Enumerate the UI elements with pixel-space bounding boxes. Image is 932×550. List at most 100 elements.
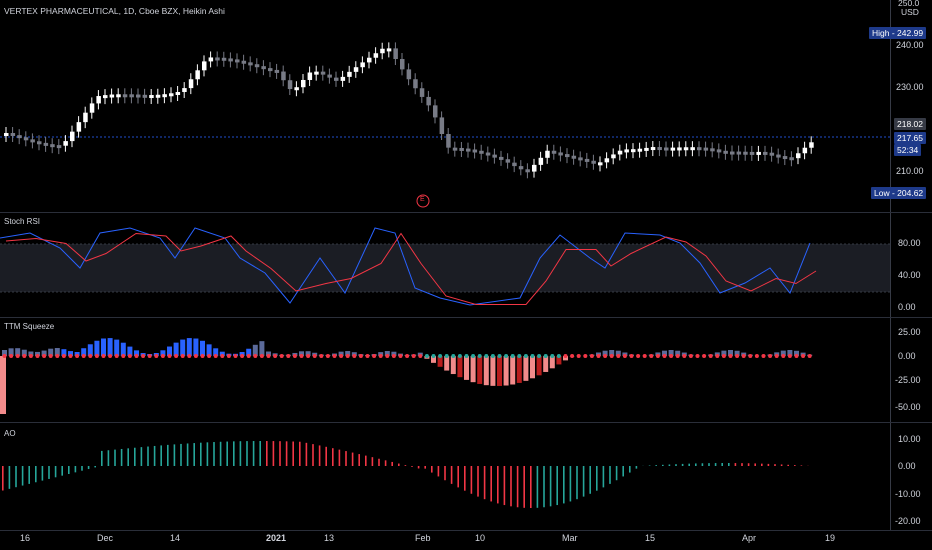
corner-tick: 250.0	[898, 0, 920, 8]
candle	[406, 63, 412, 86]
ao-bar	[28, 466, 30, 484]
ttm-dot	[556, 354, 561, 358]
ttm-bar	[186, 338, 192, 356]
ttm-dot	[391, 354, 396, 358]
stoch-k-line	[0, 227, 811, 306]
ttm-squeeze-pane[interactable]: TTM Squeeze	[0, 318, 890, 422]
ao-bar	[569, 466, 572, 502]
ao-bar	[483, 466, 486, 500]
price-pane[interactable]: E	[0, 0, 890, 212]
ao-bar	[404, 465, 407, 466]
candle	[182, 82, 187, 99]
ao-bar	[734, 463, 737, 466]
ttm-axis[interactable]	[890, 318, 932, 422]
ttm-dot	[728, 354, 733, 358]
ao-tick-0: 0.00	[898, 461, 916, 471]
ttm-bar	[662, 350, 667, 356]
candle	[472, 143, 478, 159]
candle	[122, 88, 128, 104]
stoch-band	[0, 244, 890, 292]
ao-bar	[345, 451, 347, 466]
ttm-dot	[147, 354, 152, 358]
ttm-dot	[154, 354, 159, 358]
ttm-bar	[477, 356, 483, 384]
ao-axis[interactable]	[890, 423, 932, 530]
pane-divider-2[interactable]	[0, 317, 932, 318]
candle	[386, 42, 392, 58]
candle	[103, 89, 108, 105]
ttm-dot	[636, 354, 641, 358]
symbol-header[interactable]: VERTEX PHARMACEUTICAL, 1D, Cboe BZX, Hei…	[4, 6, 225, 16]
candle	[235, 53, 240, 69]
ttm-bar	[15, 348, 21, 356]
candle	[723, 144, 728, 160]
candle	[492, 148, 497, 164]
candle	[802, 141, 808, 160]
stoch-d-line	[5, 232, 817, 305]
ao-bar	[721, 463, 723, 466]
candle	[188, 73, 194, 95]
ttm-squeeze-title[interactable]: TTM Squeeze	[4, 322, 55, 331]
ao-bar	[21, 466, 24, 486]
ao-bar	[800, 465, 803, 466]
candle	[763, 145, 768, 161]
ao-bar	[589, 466, 591, 494]
earnings-marker-label[interactable]: E	[420, 196, 425, 203]
ao-bar	[609, 466, 611, 484]
ttm-dot	[576, 354, 581, 358]
time-axis[interactable]	[0, 531, 890, 550]
ao-bar	[767, 463, 770, 466]
ttm-bar	[431, 356, 436, 363]
candle	[479, 144, 484, 160]
ao-bar	[246, 441, 248, 466]
candle	[426, 90, 431, 112]
ttm-dot	[715, 354, 720, 358]
pane-divider-1[interactable]	[0, 212, 932, 213]
ttm-bar	[794, 350, 799, 356]
ttm-dot	[246, 354, 251, 358]
candle	[439, 111, 445, 141]
ttm-dot	[127, 354, 132, 358]
ao-pane[interactable]: AO	[0, 423, 890, 530]
ttm-bar	[728, 350, 733, 356]
candle	[4, 127, 9, 143]
ttm-dot	[88, 354, 93, 358]
ao-bar	[490, 466, 492, 502]
candle	[538, 151, 544, 171]
currency-label[interactable]: USD	[901, 7, 919, 17]
candle	[525, 163, 530, 179]
price-axis[interactable]	[890, 0, 932, 212]
candle	[565, 148, 570, 164]
ttm-bar	[74, 351, 80, 356]
time-axis-divider	[0, 530, 932, 531]
ttm-dot	[42, 354, 47, 358]
ttm-bar	[516, 356, 522, 383]
ao-bar	[563, 466, 565, 504]
ao-bar	[15, 466, 17, 488]
pane-divider-3[interactable]	[0, 422, 932, 423]
ttm-bar	[252, 344, 258, 356]
ao-bar	[503, 466, 506, 506]
candle	[50, 138, 55, 154]
ttm-dot	[187, 354, 192, 358]
stoch-axis[interactable]	[890, 213, 932, 317]
candle	[155, 88, 161, 104]
stoch-rsi-title[interactable]: Stoch RSI	[4, 217, 41, 226]
ttm-dot	[273, 354, 278, 358]
ao-bar	[787, 464, 789, 466]
price-tick-230: 230.00	[896, 82, 924, 92]
ttm-dot	[550, 354, 555, 358]
candle	[373, 47, 379, 64]
ao-bar	[173, 444, 176, 466]
candle	[340, 70, 346, 87]
candle	[56, 139, 62, 155]
ao-title[interactable]: AO	[4, 429, 16, 438]
stoch-rsi-pane[interactable]: Stoch RSI	[0, 213, 890, 317]
ttm-bar	[490, 356, 496, 386]
ttm-bar	[523, 356, 529, 381]
ttm-dot	[457, 354, 462, 358]
ttm-dot	[583, 354, 588, 358]
ttm-dot	[504, 354, 509, 358]
ao-bar	[675, 464, 677, 466]
ttm-dot	[603, 354, 608, 358]
